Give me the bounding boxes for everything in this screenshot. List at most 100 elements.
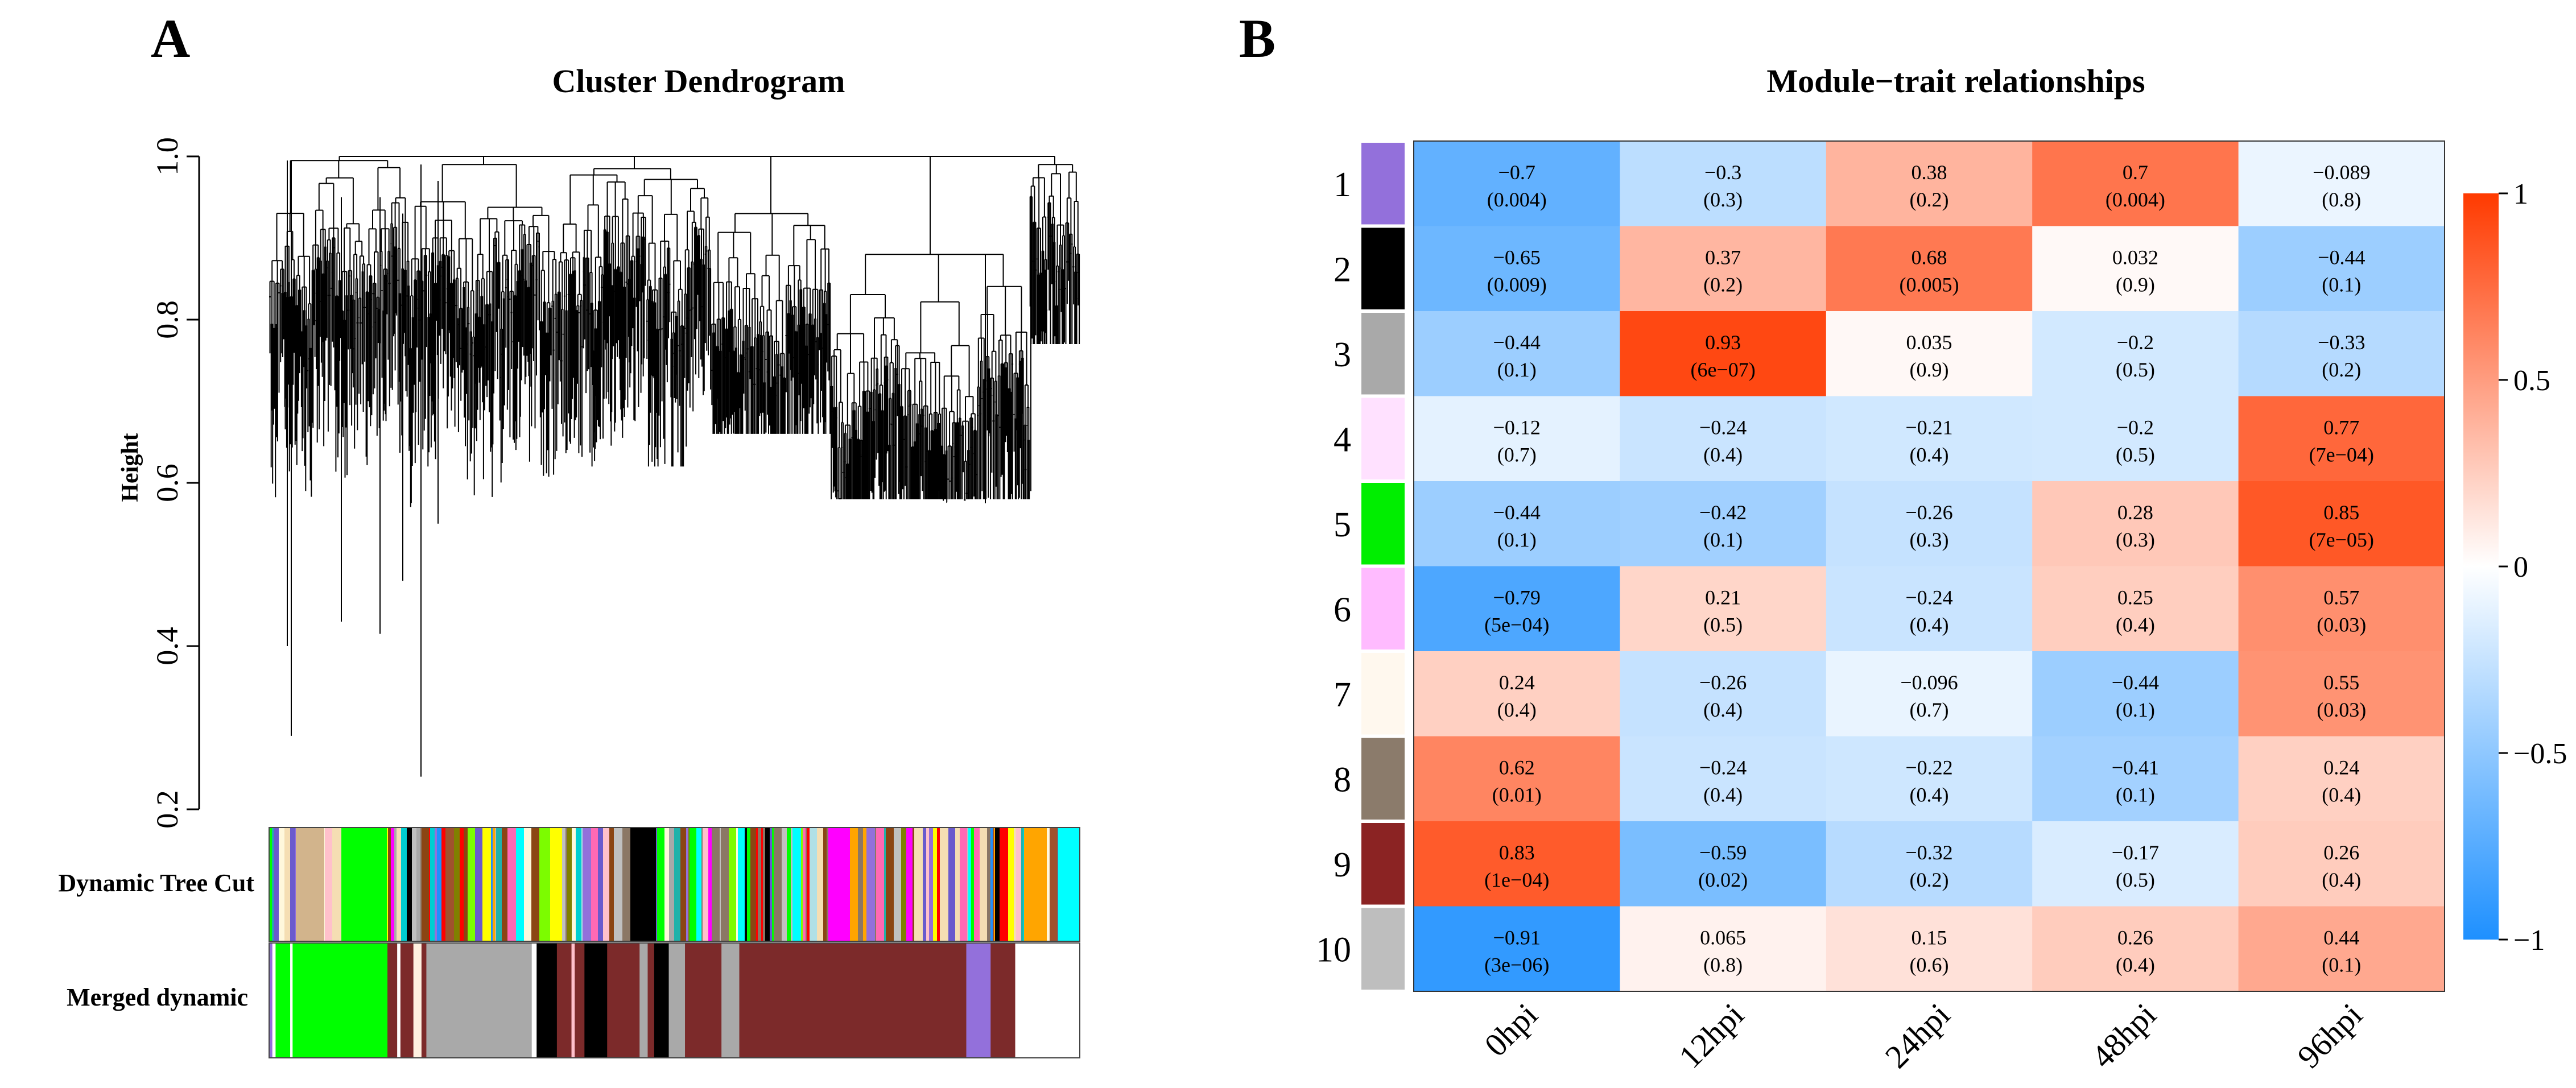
merged-segment [739,943,967,1058]
tree-cut-stripe [475,828,482,941]
heatmap-cell [1414,141,1620,226]
cell-correlation: 0.24 [2323,756,2359,779]
tree-cut-stripe [445,828,454,941]
tree-cut-stripe [792,828,801,941]
tree-cut-stripe [745,828,747,941]
tree-cut-stripe [420,828,422,941]
tree-cut-stripe [688,828,690,941]
heatmap-cell [1620,226,1827,312]
heatmap-cell [1620,481,1827,566]
cell-pvalue: (0.1) [2116,698,2155,721]
tree-cut-stripe [690,828,696,941]
tree-cut-stripe [437,828,441,941]
cell-pvalue: (0.004) [1487,188,1547,211]
tree-cut-stripe [913,828,914,941]
heatmap-cell [1826,481,2033,566]
tree-cut-stripe [493,828,495,941]
tree-cut-stripe [269,828,272,941]
cell-correlation: −0.91 [1493,926,1541,949]
tree-cut-stripe [955,828,960,941]
tree-cut-stripe [703,828,708,941]
module-color-swatch [1361,143,1405,225]
tree-cut-stripe [801,828,803,941]
cell-pvalue: (3e−06) [1484,953,1549,976]
heatmap-cell [1826,141,2033,226]
cell-correlation: −0.44 [2318,246,2365,268]
tree-cut-stripe [464,828,468,941]
module-color-swatch [1361,908,1405,990]
tree-cut-stripe [701,828,703,941]
cell-pvalue: (1e−04) [1484,868,1549,891]
tree-cut-stripe [290,828,295,941]
merged-dynamic-bar [269,943,1015,1058]
cell-pvalue: (0.6) [1910,953,1949,976]
cell-correlation: 0.57 [2323,586,2359,609]
tree-cut-stripe [875,828,876,941]
cell-pvalue: (0.5) [2116,358,2155,381]
tree-cut-stripe [562,828,565,941]
cell-pvalue: (0.005) [1900,273,1959,296]
cell-correlation: −0.21 [1905,416,1952,438]
merged-dynamic-label: Merged dynamic [67,983,248,1011]
cell-pvalue: (0.5) [2116,868,2155,891]
heatmap-cell [1826,311,2033,396]
tree-cut-stripe [274,828,279,941]
cell-pvalue: (0.4) [1497,698,1537,721]
heatmap-cell [2238,566,2445,652]
tree-cut-stripe [810,828,817,941]
tree-cut-stripe [721,828,729,941]
heatmap-cell [1826,396,2033,482]
cell-correlation: −0.65 [1493,246,1541,268]
module-row-label: 3 [1334,336,1351,374]
merged-segment [269,943,273,1058]
tree-cut-stripe [583,828,589,941]
tree-cut-stripe [974,828,980,941]
module-color-swatch [1361,313,1405,395]
cell-pvalue: (7e−05) [2309,528,2374,551]
tree-cut-stripe [572,828,576,941]
tree-cut-stripe [460,828,464,941]
cell-pvalue: (0.4) [2322,783,2361,806]
tree-cut-stripe [441,828,445,941]
tree-cut-stripe [850,828,854,941]
cell-correlation: −0.26 [1699,671,1747,694]
module-row-label: 8 [1334,760,1351,799]
merged-segment [397,943,401,1058]
tree-cut-stripe [430,828,435,941]
tree-cut-stripe [929,828,933,941]
cell-correlation: 0.68 [1912,246,1947,268]
tree-cut-stripe [884,828,886,941]
tree-cut-stripe [817,828,823,941]
cell-pvalue: (0.5) [2116,443,2155,466]
tree-cut-stripe [750,828,756,941]
cell-pvalue: (5e−04) [1484,613,1549,636]
tree-cut-stripe [496,828,498,941]
tree-cut-stripe [886,828,894,941]
cell-correlation: 0.62 [1499,756,1535,779]
cell-pvalue: (0.3) [1703,188,1743,211]
dynamic-tree-cut-frame [269,827,1080,942]
heatmap-cell [1620,821,1827,907]
cell-correlation: 0.37 [1705,246,1741,268]
heatmap-cell [2032,736,2239,822]
cell-correlation: −0.3 [1704,161,1741,184]
dendrogram-path [269,156,1080,777]
cell-correlation: −0.2 [2117,416,2154,438]
colorbar-tick-label: −0.5 [2513,738,2567,770]
tree-cut-stripe [531,828,539,941]
heatmap-cell [1414,821,1620,907]
cell-pvalue: (0.03) [2317,613,2366,636]
trait-column-label: 48hpi [2084,996,2163,1075]
module-row-label: 1 [1334,166,1351,204]
cell-pvalue: (0.7) [1497,443,1537,466]
merged-segment [654,943,670,1058]
tree-cut-stripe [914,828,923,941]
heatmap-cell [1826,821,2033,907]
heatmap-cell [1620,906,1827,992]
tree-cut-stripe [416,828,420,941]
merged-segment [413,943,422,1058]
heatmap-cell [2238,821,2445,907]
dynamic-tree-cut-label: Dynamic Tree Cut [58,869,254,897]
cell-pvalue: (0.7) [1910,698,1949,721]
tree-cut-stripe [708,828,712,941]
